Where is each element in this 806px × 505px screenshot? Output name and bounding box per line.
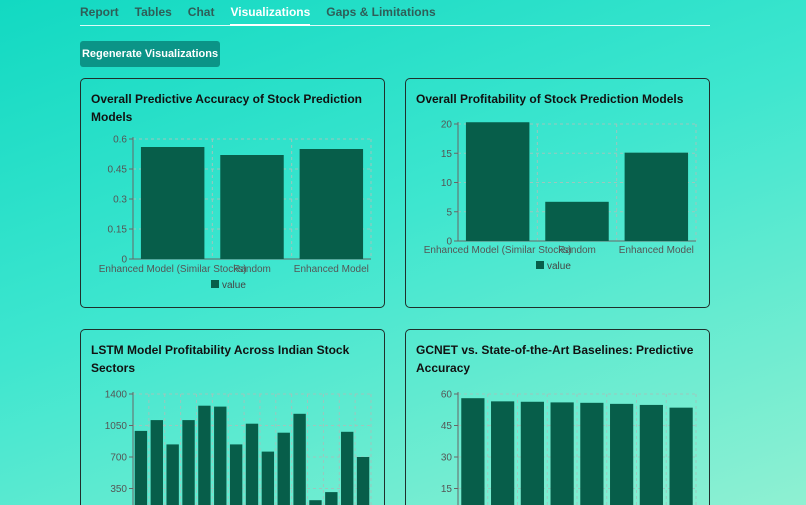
tab-chat[interactable]: Chat (187, 4, 215, 19)
bar[interactable] (293, 413, 306, 505)
legend-swatch (211, 280, 219, 288)
bar[interactable] (325, 492, 338, 505)
y-tick-label: 5 (446, 207, 452, 218)
bar[interactable] (465, 122, 530, 241)
bar[interactable] (520, 401, 544, 505)
legend[interactable]: value (536, 261, 571, 272)
bar[interactable] (461, 398, 485, 505)
bar[interactable] (356, 457, 370, 505)
y-tick-label: 10 (441, 178, 453, 189)
bar[interactable] (166, 444, 179, 505)
legend-label: value (222, 280, 246, 291)
y-tick-label: 0.15 (108, 225, 128, 236)
bar[interactable] (299, 149, 364, 259)
bar[interactable] (580, 402, 604, 505)
tab-bar: Report Tables Chat Visualizations Gaps &… (80, 0, 710, 26)
y-tick-label: 0.45 (108, 165, 128, 176)
chart-title: Overall Profitability of Stock Predictio… (416, 92, 684, 106)
chart-card-gcnet: GCNET vs. State-of-the-Art Baselines: Pr… (405, 329, 710, 505)
chart-title: GCNET vs. State-of-the-Art Baselines: Pr… (416, 343, 694, 375)
y-tick-label: 15 (441, 149, 453, 160)
y-tick-label: 15 (441, 484, 453, 495)
legend-swatch (536, 261, 544, 269)
bar[interactable] (550, 402, 574, 505)
bar[interactable] (545, 201, 609, 241)
x-tick-label: Enhanced Model (Similar Stocks) (424, 245, 572, 256)
x-tick-label: Enhanced Model (Similar Stocks) (99, 264, 247, 275)
y-tick-label: 0.3 (113, 195, 127, 206)
bar[interactable] (261, 451, 275, 505)
bar[interactable] (182, 420, 195, 505)
profitability-bar-chart: 0 5 10 15 20 Enhanced Model (Similar Stocks)R… (424, 120, 697, 272)
bar[interactable] (198, 405, 211, 505)
y-tick-label: 1050 (105, 421, 128, 432)
bar[interactable] (140, 147, 205, 259)
tab-tables[interactable]: Tables (134, 4, 172, 19)
legend-label: value (547, 261, 571, 272)
bar[interactable] (220, 155, 284, 259)
regenerate-visualizations-button[interactable]: Regenerate Visualizations (80, 41, 220, 67)
x-tick-label: Random (558, 245, 596, 256)
y-tick-label: 0 (121, 255, 127, 266)
bar[interactable] (491, 401, 515, 505)
y-tick-label: 45 (441, 421, 453, 432)
accuracy-bar-chart: 0 0.15 0.3 0.45 0.6 Enhanced Model (Similar S… (99, 135, 372, 291)
tab-gaps-limitations[interactable]: Gaps & Limitations (326, 4, 436, 19)
y-tick-label: 20 (441, 120, 453, 131)
chart-card-profitability: Overall Profitability of Stock Predictio… (405, 78, 710, 308)
legend[interactable]: value (211, 280, 246, 291)
y-tick-label: 0 (446, 237, 452, 248)
bar[interactable] (624, 152, 689, 241)
tab-report[interactable]: Report (80, 4, 119, 19)
y-tick-label: 60 (441, 390, 453, 401)
bar[interactable] (341, 431, 354, 505)
bar[interactable] (669, 407, 693, 505)
x-tick-label: Enhanced Model (294, 264, 369, 275)
bar[interactable] (245, 423, 259, 505)
y-tick-label: 350 (110, 484, 127, 495)
bar[interactable] (309, 500, 322, 505)
gcnet-bar-chart: 15 30 45 60 (441, 390, 697, 505)
lstm-sector-bar-chart: 350 700 1050 1400 (105, 390, 372, 505)
y-tick-label: 700 (110, 453, 127, 464)
bar[interactable] (214, 406, 227, 505)
chart-card-accuracy: Overall Predictive Accuracy of Stock Pre… (80, 78, 385, 308)
bar[interactable] (150, 420, 163, 505)
bar[interactable] (639, 404, 663, 505)
chart-title: Overall Predictive Accuracy of Stock Pre… (91, 92, 362, 124)
chart-card-lstm-sectors: LSTM Model Profitability Across Indian S… (80, 329, 385, 505)
chart-title: LSTM Model Profitability Across Indian S… (91, 343, 350, 375)
bar[interactable] (134, 430, 148, 505)
y-tick-label: 0.6 (113, 135, 127, 146)
bar[interactable] (610, 403, 634, 505)
bar[interactable] (277, 432, 290, 505)
bar[interactable] (229, 444, 243, 505)
x-tick-label: Enhanced Model (619, 245, 694, 256)
tab-visualizations[interactable]: Visualizations (230, 0, 311, 26)
y-tick-label: 30 (441, 453, 453, 464)
x-tick-label: Random (233, 264, 271, 275)
y-tick-label: 1400 (105, 390, 128, 401)
